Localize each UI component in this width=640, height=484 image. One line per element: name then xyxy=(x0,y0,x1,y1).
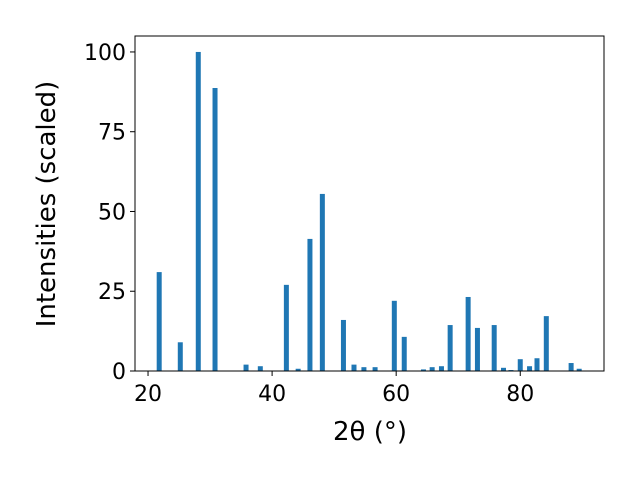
bar xyxy=(307,238,313,371)
bar xyxy=(195,51,201,371)
y-tick-label: 50 xyxy=(98,200,126,225)
y-tick-label: 100 xyxy=(84,41,126,66)
bar xyxy=(361,367,367,371)
bar xyxy=(429,367,435,371)
bar xyxy=(340,319,346,371)
x-tick-label: 20 xyxy=(134,382,162,407)
bar xyxy=(534,358,540,371)
bar xyxy=(372,367,378,371)
bar xyxy=(283,284,289,371)
bar xyxy=(156,272,162,371)
y-tick-label: 0 xyxy=(112,360,126,385)
bar xyxy=(465,296,471,371)
bar xyxy=(351,364,357,371)
x-tick-label: 80 xyxy=(506,382,534,407)
bar xyxy=(401,336,407,371)
x-axis-label: 2θ (°) xyxy=(333,417,407,447)
bar xyxy=(319,193,325,371)
bar xyxy=(543,316,549,371)
y-tick-label: 25 xyxy=(98,280,126,305)
bar xyxy=(568,363,574,371)
bar xyxy=(527,366,533,371)
bar xyxy=(257,366,263,371)
y-axis-label: Intensities (scaled) xyxy=(32,81,62,328)
bar xyxy=(391,300,397,371)
bar xyxy=(474,327,480,371)
plot-frame xyxy=(134,35,605,372)
bar xyxy=(177,342,183,371)
bar xyxy=(438,366,444,371)
bar xyxy=(491,325,497,371)
bar xyxy=(420,369,426,371)
bar xyxy=(576,368,582,371)
bar xyxy=(212,88,218,371)
bar xyxy=(295,368,301,371)
bar xyxy=(501,367,506,371)
x-tick-label: 60 xyxy=(382,382,410,407)
y-tick-label: 75 xyxy=(98,121,126,146)
bar xyxy=(447,325,453,371)
bar xyxy=(243,364,249,371)
bar xyxy=(517,359,523,371)
x-tick-label: 40 xyxy=(258,382,286,407)
